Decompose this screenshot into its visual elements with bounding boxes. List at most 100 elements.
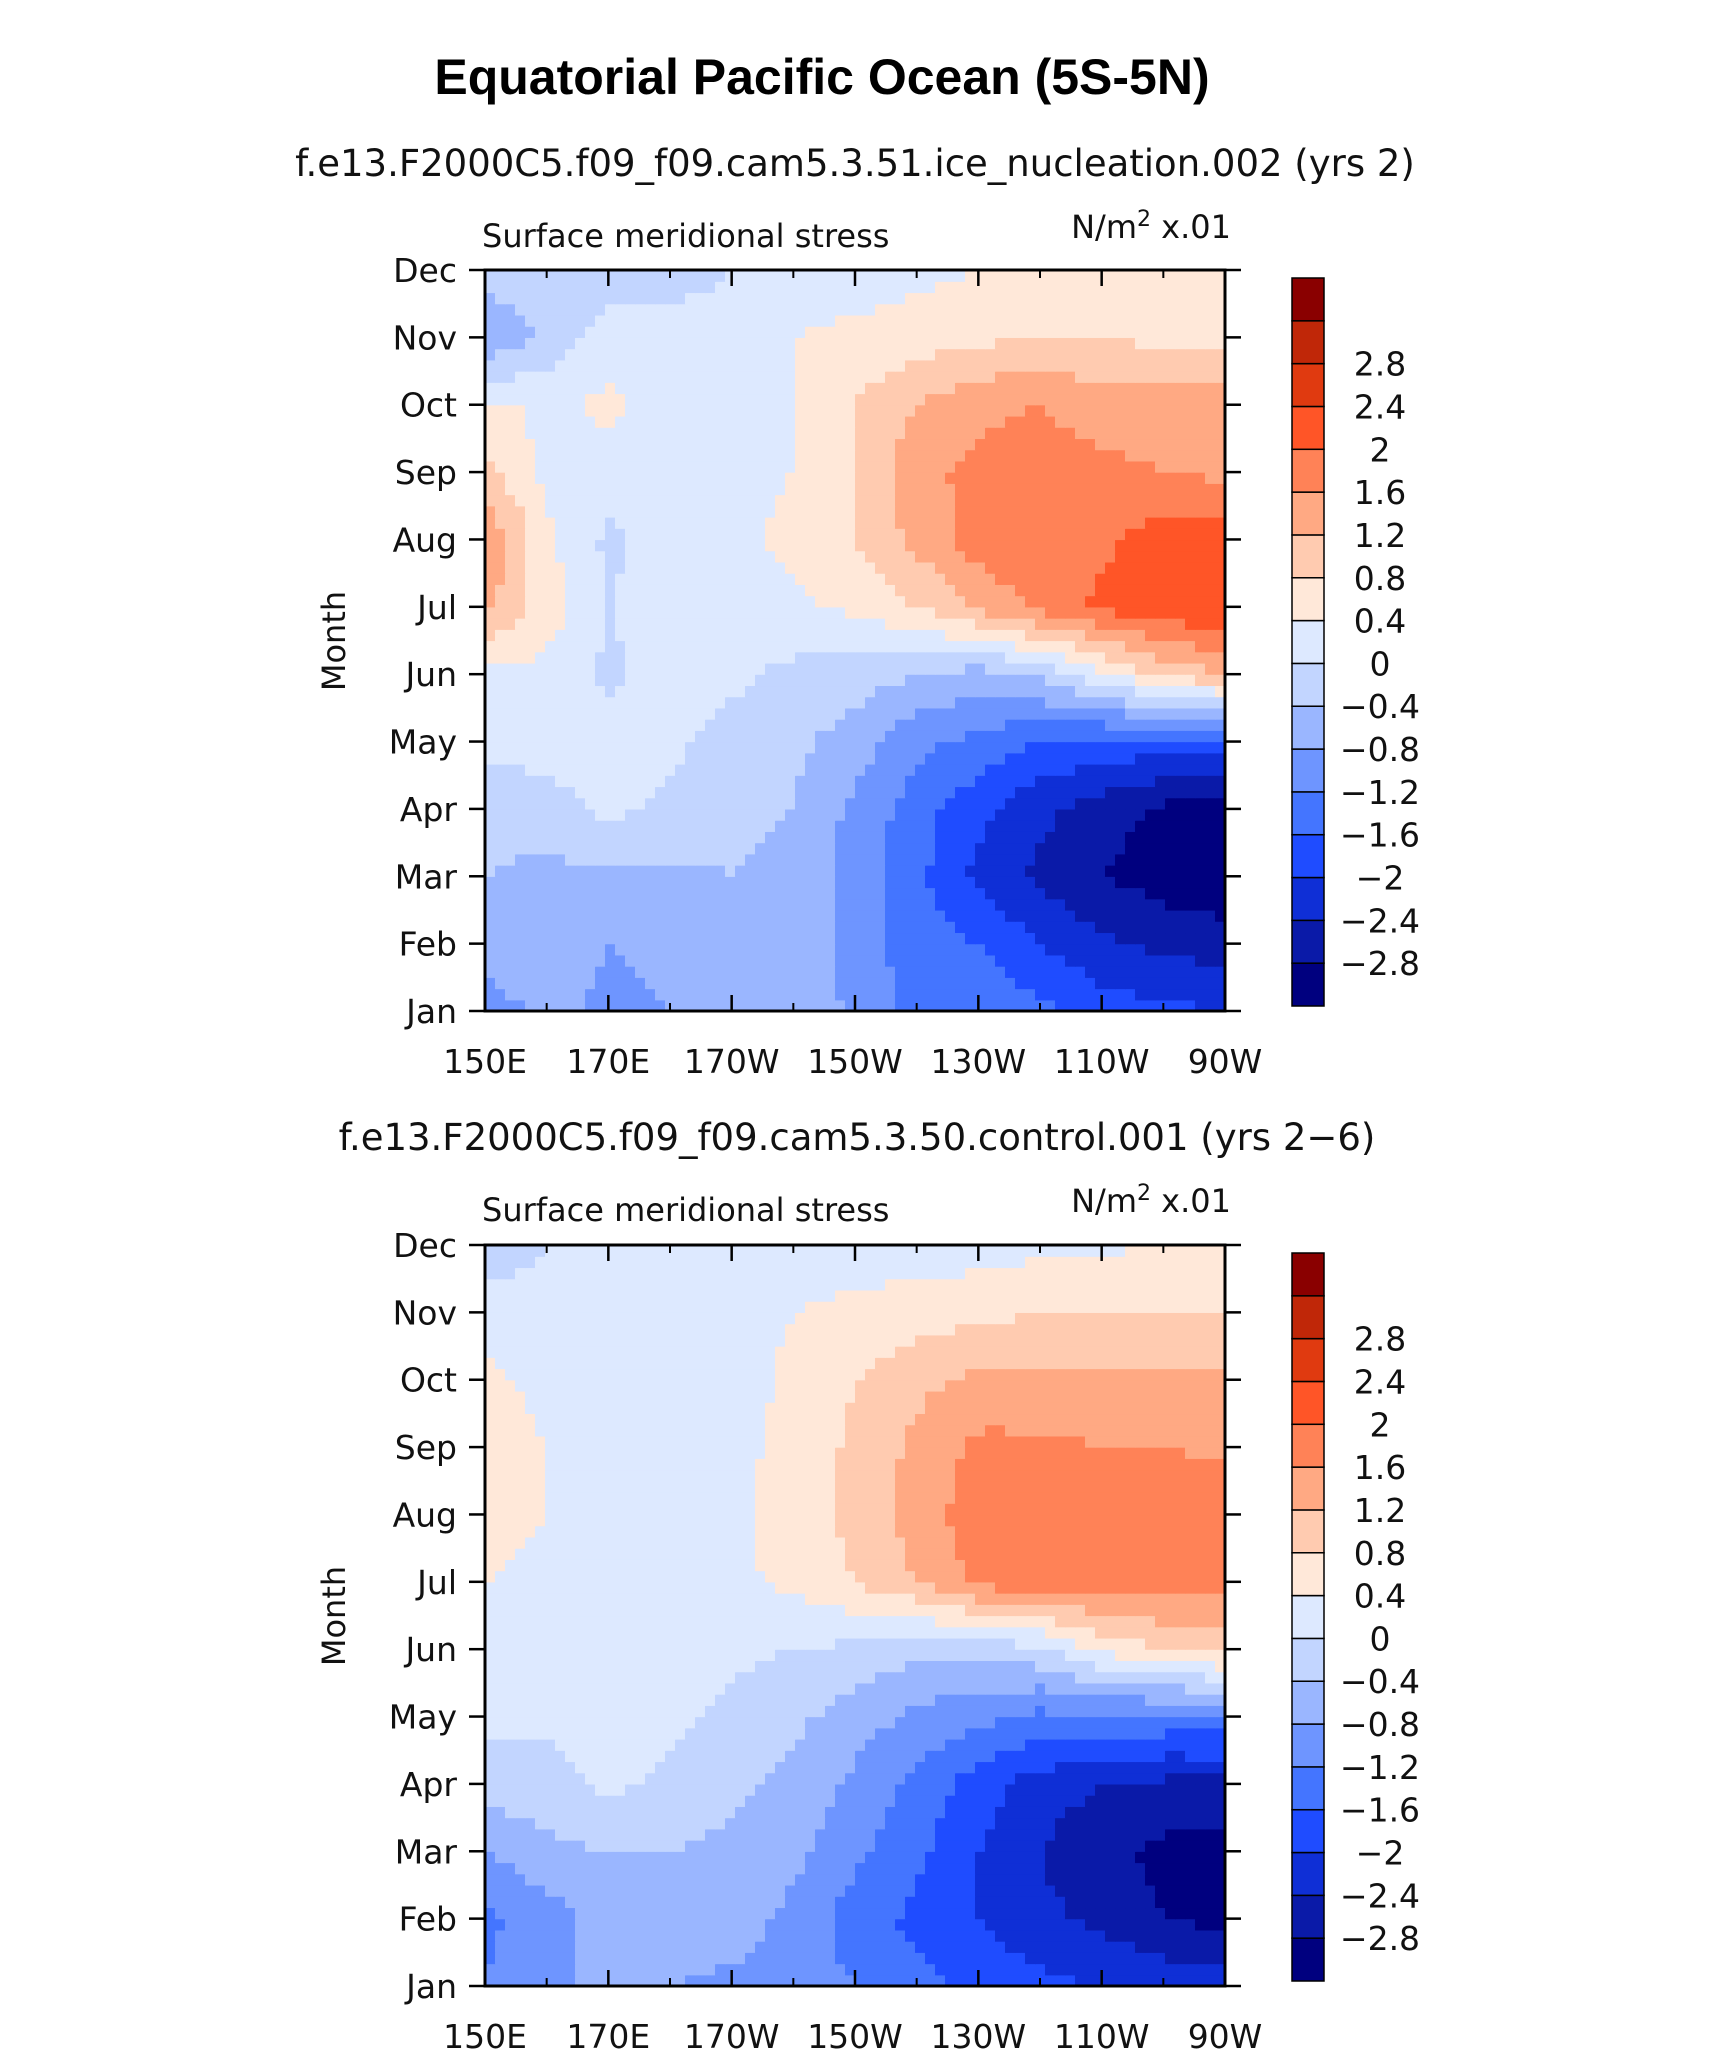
heatmap-cell (985, 932, 996, 945)
heatmap-cell (985, 719, 996, 731)
heatmap-cell (995, 730, 1006, 743)
heatmap-cell (945, 348, 956, 361)
heatmap-cell (545, 528, 556, 541)
heatmap-cell (945, 741, 956, 754)
heatmap-cell (665, 618, 676, 630)
colorbar-label: 1.6 (1354, 473, 1406, 512)
heatmap-cell (725, 775, 736, 788)
heatmap-cell (805, 999, 816, 1012)
heatmap-cell (895, 786, 906, 799)
heatmap-cell (655, 764, 666, 776)
heatmap-cell (1095, 741, 1106, 754)
heatmap-cell (985, 561, 996, 574)
heatmap-cell (655, 741, 666, 754)
heatmap-cell (1205, 775, 1216, 788)
colorbar-box (1291, 577, 1325, 622)
heatmap-cell (1005, 393, 1016, 406)
heatmap-cell (485, 651, 496, 664)
heatmap-cell (575, 651, 586, 664)
heatmap-cell (1075, 606, 1086, 619)
heatmap-cell (775, 730, 786, 743)
heatmap-cell (1125, 629, 1136, 642)
heatmap-cell (825, 887, 836, 900)
heatmap-cell (965, 662, 976, 675)
heatmap-cell (835, 865, 846, 877)
heatmap-cell (975, 393, 986, 406)
heatmap-cell (545, 404, 556, 417)
heatmap-cell (755, 662, 766, 675)
heatmap-cell (865, 966, 876, 978)
heatmap-cell (505, 629, 516, 642)
heatmap-cell (925, 326, 936, 338)
heatmap-cell (1195, 303, 1206, 316)
heatmap-cell (815, 427, 826, 440)
heatmap-cell (745, 932, 756, 945)
heatmap-cell (815, 314, 826, 327)
heatmap-cell (735, 719, 746, 731)
heatmap-cell (505, 404, 516, 417)
heatmap-cell (1035, 292, 1046, 305)
heatmap-cell (695, 865, 706, 877)
heatmap-cell (555, 326, 566, 338)
heatmap-cell (915, 505, 926, 518)
heatmap-cell (625, 741, 636, 754)
heatmap-cell (715, 483, 726, 496)
heatmap-cell (1175, 909, 1186, 922)
heatmap-cell (925, 921, 936, 934)
heatmap-cell (705, 606, 716, 619)
heatmap-cell (715, 292, 726, 305)
heatmap-cell (1165, 786, 1176, 799)
heatmap-cell (1025, 640, 1036, 653)
heatmap-cell (1005, 382, 1016, 395)
heatmap-cell (885, 662, 896, 675)
heatmap-cell (505, 752, 516, 765)
heatmap-cell (635, 674, 646, 687)
heatmap-cell (1095, 865, 1106, 877)
heatmap-cell (1185, 752, 1196, 765)
heatmap-cell (535, 460, 546, 473)
heatmap-cell (575, 281, 586, 294)
heatmap-cell (725, 640, 736, 653)
heatmap-cell (765, 921, 776, 934)
heatmap-cell (1055, 427, 1066, 440)
heatmap-cell (1005, 999, 1016, 1012)
heatmap-cell (615, 303, 626, 316)
heatmap-cell (715, 853, 726, 866)
heatmap-cell (815, 741, 826, 754)
heatmap-cell (1165, 831, 1176, 844)
heatmap-cell (1205, 326, 1216, 338)
heatmap-cell (1075, 303, 1086, 316)
units-exponent: 2 (1137, 207, 1151, 232)
heatmap-cell (1155, 707, 1166, 720)
heatmap-cell (885, 741, 896, 754)
heatmap-cell (845, 449, 856, 462)
heatmap-cell (915, 674, 926, 687)
heatmap-cell (795, 999, 806, 1012)
heatmap-cell (1115, 831, 1126, 844)
heatmap-cell (815, 640, 826, 653)
heatmap-cell (1205, 954, 1216, 967)
heatmap-cell (885, 921, 896, 934)
heatmap-cell (865, 842, 876, 855)
heatmap-cell (505, 831, 516, 844)
heatmap-cell (555, 303, 566, 316)
heatmap-cell (1085, 662, 1096, 675)
heatmap-cell (725, 494, 736, 507)
heatmap-cell (665, 909, 676, 922)
heatmap-cell (885, 898, 896, 911)
heatmap-cell (545, 966, 556, 978)
heatmap-cell (1025, 741, 1036, 754)
heatmap-cell (495, 382, 506, 395)
heatmap-cell (655, 449, 666, 462)
heatmap-cell (585, 764, 596, 776)
heatmap-cell (575, 932, 586, 945)
heatmap-cell (755, 685, 766, 698)
heatmap-cell (1025, 427, 1036, 440)
heatmap-cell (935, 898, 946, 911)
heatmap-cell (1005, 584, 1016, 597)
heatmap-cell (1205, 606, 1216, 619)
heatmap-cell (1105, 415, 1116, 428)
heatmap-cell (805, 730, 816, 743)
heatmap-cell (1215, 921, 1226, 934)
heatmap-cell (665, 954, 676, 967)
